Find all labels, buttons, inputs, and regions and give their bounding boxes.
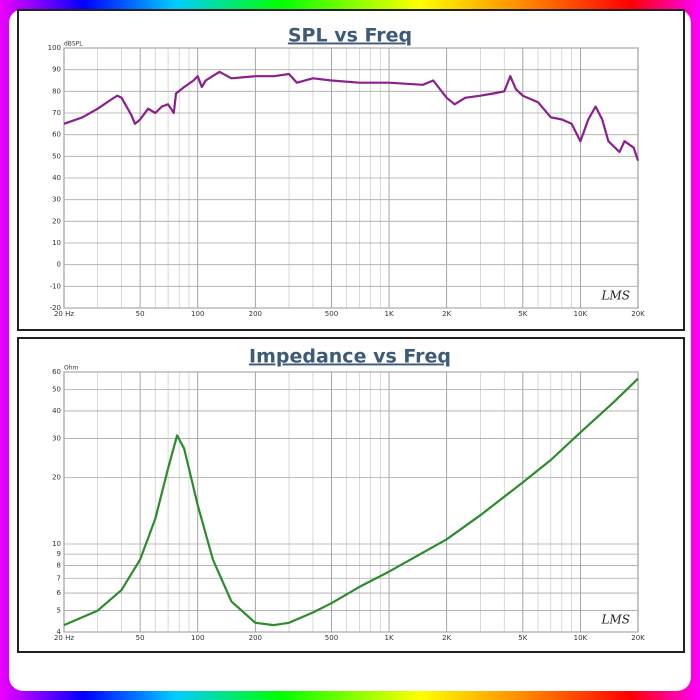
x-tick-label: 500 — [325, 310, 338, 318]
chart-title: Impedance vs Freq — [249, 346, 451, 368]
x-tick-label: 500 — [325, 634, 338, 642]
x-tick-label: 1K — [385, 634, 394, 642]
x-tick-label: 10K — [574, 310, 588, 318]
y-tick-label: 70 — [52, 109, 61, 117]
y-tick-label: 40 — [52, 174, 61, 182]
data-line — [63, 70, 640, 162]
y-tick-label: 50 — [52, 152, 61, 160]
x-tick-label: 100 — [191, 310, 204, 318]
x-tick-label: 5K — [518, 310, 527, 318]
x-tick-label: 20K — [631, 310, 645, 318]
x-tick-label: 50 — [136, 634, 145, 642]
y-tick-label: 90 — [52, 66, 61, 74]
y-tick-label: 4 — [57, 628, 62, 636]
watermark: LMS — [601, 613, 630, 627]
x-tick-label: 200 — [249, 634, 262, 642]
x-tick-label: 2K — [442, 634, 451, 642]
y-tick-label: 30 — [52, 196, 61, 204]
y-unit-label: Ohm — [64, 365, 79, 372]
y-tick-label: 7 — [57, 574, 61, 582]
y-tick-label: 20 — [52, 473, 61, 481]
y-tick-label: -10 — [50, 282, 61, 290]
x-tick-label: 50 — [136, 310, 145, 318]
y-unit-label: dBSPL — [64, 41, 83, 48]
y-tick-label: 5 — [57, 607, 61, 615]
y-tick-label: 40 — [52, 407, 61, 415]
y-tick-label: 50 — [52, 386, 61, 394]
y-tick-label: 10 — [52, 239, 61, 247]
x-tick-label: 5K — [518, 634, 527, 642]
x-tick-label: 20 Hz — [54, 634, 74, 642]
y-tick-label: 10 — [52, 540, 61, 548]
x-tick-label: 10K — [574, 634, 588, 642]
y-tick-label: 80 — [52, 87, 61, 95]
y-tick-label: 30 — [52, 435, 61, 443]
x-tick-label: 20K — [631, 634, 645, 642]
y-tick-label: 0 — [57, 261, 61, 269]
x-tick-label: 1K — [385, 310, 394, 318]
y-tick-label: 60 — [52, 368, 61, 376]
y-tick-label: 9 — [57, 550, 61, 558]
x-tick-label: 100 — [191, 634, 204, 642]
data-line — [63, 377, 639, 627]
x-tick-label: 2K — [442, 310, 451, 318]
chart-title: SPL vs Freq — [288, 25, 412, 47]
x-tick-label: 20 Hz — [54, 310, 74, 318]
x-tick-label: 200 — [249, 310, 262, 318]
y-tick-label: 20 — [52, 217, 61, 225]
y-tick-label: 60 — [52, 131, 61, 139]
y-tick-label: 6 — [57, 589, 62, 597]
y-tick-label: 8 — [57, 561, 61, 569]
y-tick-label: -20 — [50, 304, 61, 312]
watermark: LMS — [601, 289, 630, 303]
y-tick-label: 100 — [48, 44, 61, 52]
